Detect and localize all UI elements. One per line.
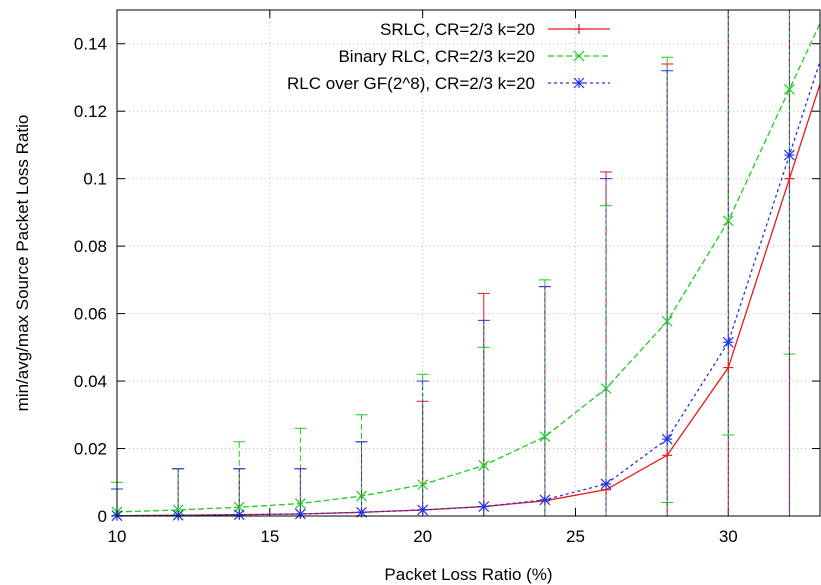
y-tick-label: 0.04 [74, 372, 107, 391]
series-lines [111, 23, 821, 522]
y-tick-label: 0.02 [74, 440, 107, 459]
legend-marker [574, 24, 584, 34]
data-point [661, 433, 673, 445]
data-point [478, 501, 490, 512]
data-point [539, 431, 551, 443]
legend-label: RLC over GF(2^8), CR=2/3 k=20 [287, 74, 535, 93]
data-point [784, 173, 795, 184]
data-point [784, 149, 795, 161]
x-axis-label: Packet Loss Ratio (%) [384, 565, 552, 584]
axis-ticks: 10 15 20 25 30 0 0.02 0.04 0.06 0.08 0.1 0.12 0.14 [74, 10, 820, 546]
y-tick-label: 0.1 [83, 170, 107, 189]
data-point [172, 504, 184, 516]
data-point [722, 215, 734, 227]
data-point [294, 498, 306, 509]
x-tick-label: 25 [566, 527, 585, 546]
data-point [478, 459, 490, 471]
data-point [417, 479, 429, 491]
series-line [116, 61, 821, 517]
legend: SRLC, CR=2/3 k=20 Binary RLC, CR=2/3 k=20… [287, 20, 610, 93]
data-point [784, 83, 795, 95]
data-point [294, 508, 306, 520]
data-point [172, 509, 184, 521]
y-tick-label: 0.08 [74, 237, 107, 256]
x-tick-label: 10 [108, 527, 127, 546]
error-bars [111, 10, 796, 517]
series-line [116, 84, 821, 517]
legend-label: SRLC, CR=2/3 k=20 [380, 20, 535, 39]
legend-marker [573, 77, 585, 89]
y-tick-label: 0.06 [74, 305, 107, 324]
data-point [662, 450, 673, 461]
x-tick-label: 30 [719, 527, 738, 546]
data-point [356, 490, 367, 502]
y-tick-label: 0.14 [74, 35, 107, 54]
x-tick-label: 15 [260, 527, 279, 546]
data-point [600, 383, 612, 394]
series-line [116, 23, 821, 513]
data-point [233, 509, 245, 521]
legend-marker [573, 50, 585, 62]
plot-frame [116, 9, 821, 517]
y-tick-label: 0.12 [74, 102, 107, 121]
data-point [722, 336, 734, 348]
y-axis-label: min/avg/max Source Packet Loss Ratio [13, 115, 32, 412]
data-point [539, 494, 551, 506]
data-point [723, 362, 734, 373]
legend-label: Binary RLC, CR=2/3 k=20 [338, 47, 535, 66]
data-point [600, 478, 612, 490]
y-tick-label: 0 [98, 507, 107, 526]
x-tick-label: 20 [413, 527, 432, 546]
data-point [417, 504, 429, 516]
data-point [661, 315, 673, 327]
